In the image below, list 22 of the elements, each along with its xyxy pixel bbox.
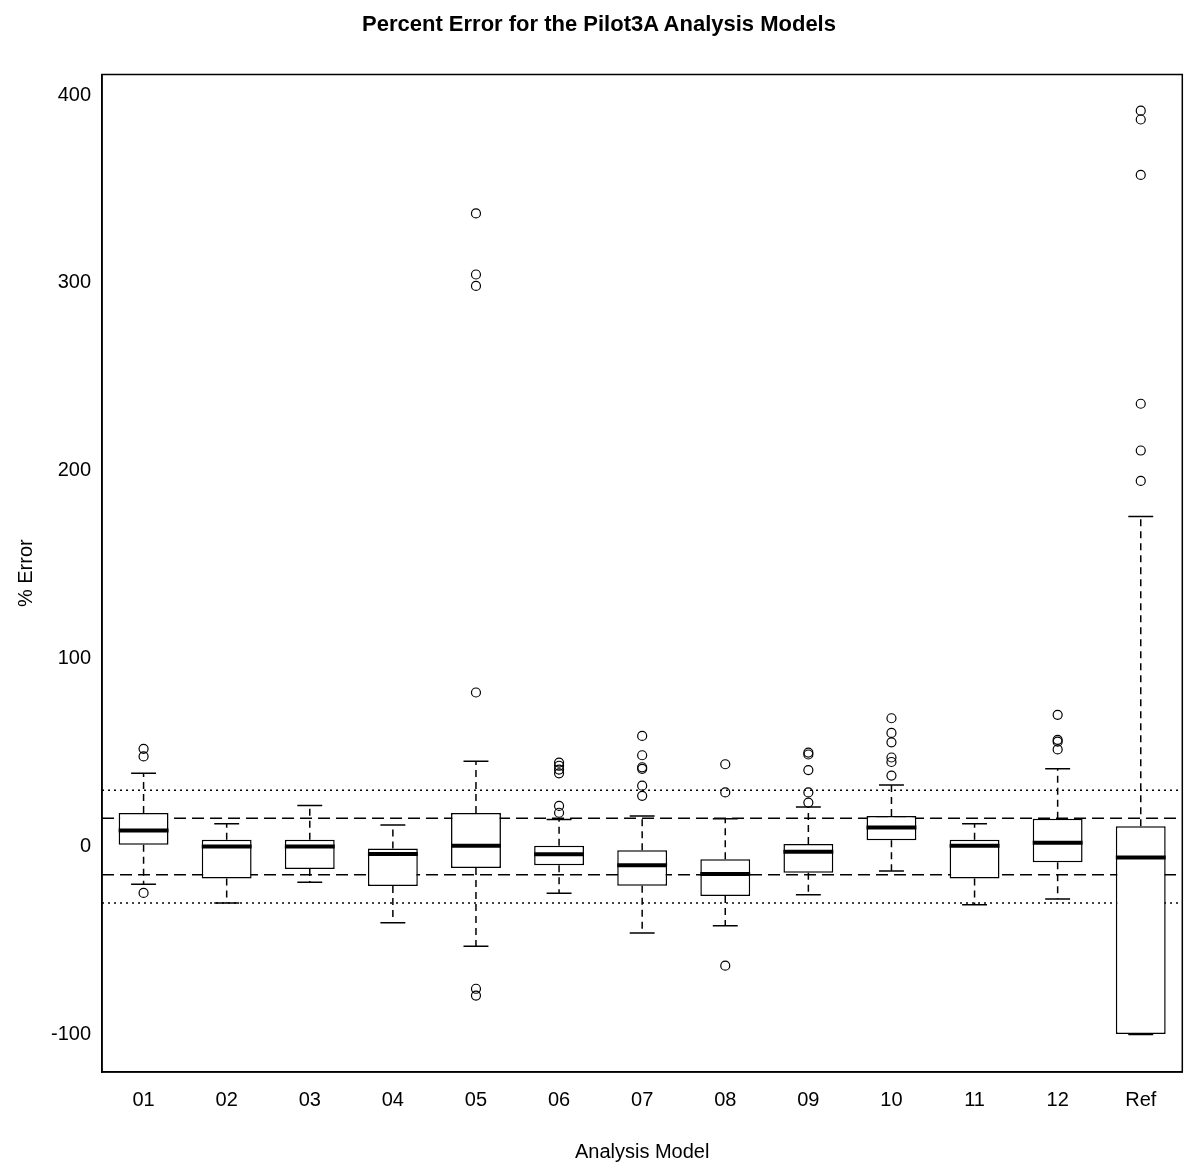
y-tick-label: 100 [57,646,92,669]
x-tick-label: 04 [381,1087,404,1110]
x-tick-label: 10 [880,1087,903,1110]
x-tick-label: 09 [797,1087,820,1110]
y-tick-label: -100 [51,1021,92,1044]
x-tick-label: 12 [1046,1087,1069,1110]
y-tick-label: 0 [79,834,92,857]
x-tick-label: 05 [464,1087,488,1110]
x-tick-label: 06 [547,1087,571,1110]
y-tick-label: 400 [57,82,92,105]
x-tick-label: 01 [132,1087,155,1110]
y-tick-label: 300 [57,270,92,293]
x-tick-label: 02 [215,1087,238,1110]
y-tick-label: 200 [57,458,92,481]
x-tick-label: 11 [964,1087,985,1110]
chart-title: Percent Error for the Pilot3A Analysis Models [362,11,836,37]
x-tick-label: Ref [1125,1087,1157,1110]
x-tick-label: 07 [631,1087,654,1110]
x-tick-label: 03 [298,1087,321,1110]
x-tick-label: 08 [714,1087,737,1110]
y-axis-title: % Error [13,538,36,608]
x-axis-title: Analysis Model [574,1139,710,1162]
